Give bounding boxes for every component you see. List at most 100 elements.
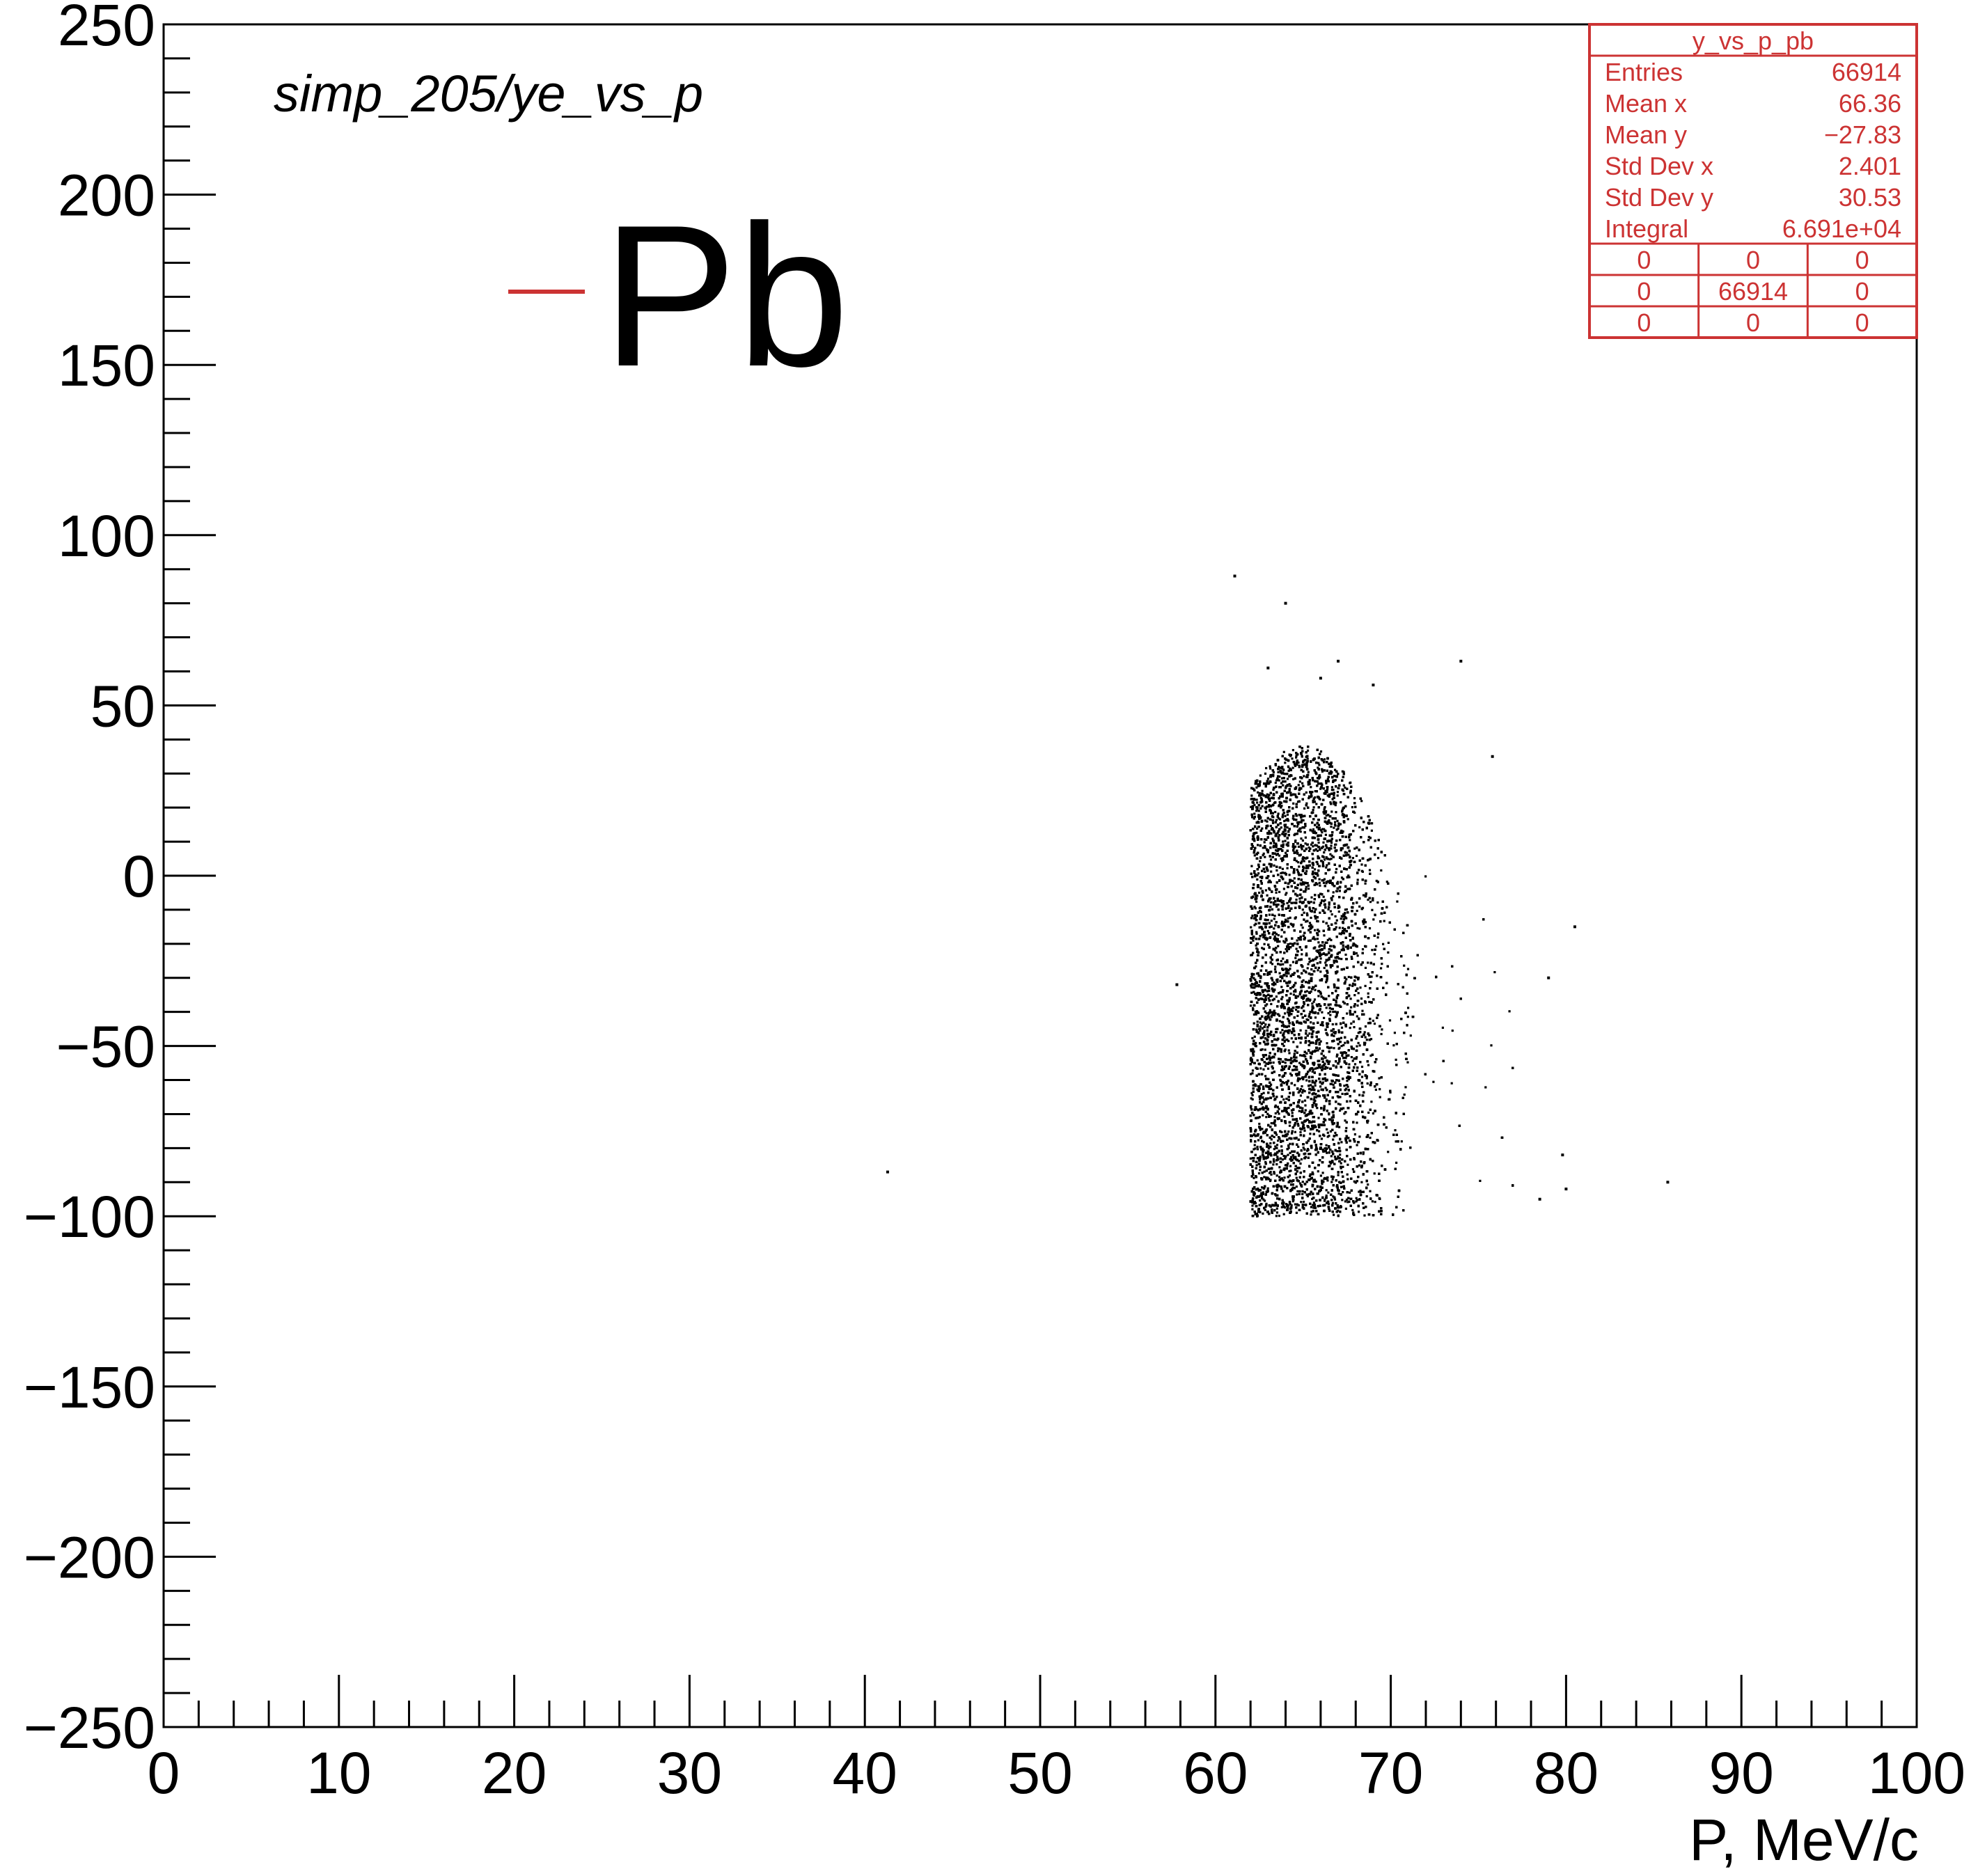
scatter-point bbox=[1298, 897, 1301, 900]
scatter-point bbox=[1367, 995, 1369, 998]
scatter-point bbox=[1330, 842, 1333, 844]
scatter-point bbox=[1337, 1029, 1340, 1032]
scatter-point bbox=[1264, 1199, 1266, 1202]
scatter-point bbox=[1356, 1121, 1358, 1124]
scatter-point bbox=[1280, 860, 1284, 862]
scatter-point bbox=[1250, 984, 1253, 987]
scatter-point bbox=[1278, 766, 1281, 769]
scatter-point bbox=[1284, 1206, 1287, 1209]
scatter-point bbox=[1344, 945, 1347, 948]
scatter-point bbox=[1282, 940, 1285, 943]
scatter-point bbox=[1259, 1067, 1262, 1070]
scatter-point bbox=[1267, 1036, 1270, 1039]
scatter-point bbox=[1334, 821, 1337, 823]
scatter-point bbox=[1364, 1036, 1367, 1039]
scatter-point bbox=[1299, 1162, 1302, 1165]
scatter-point bbox=[1281, 995, 1284, 998]
scatter-point bbox=[1335, 1000, 1337, 1002]
scatter-point bbox=[1294, 812, 1297, 816]
scatter-point bbox=[1356, 1056, 1358, 1059]
scatter-point bbox=[1301, 1091, 1304, 1094]
scatter-point bbox=[1324, 961, 1327, 964]
scatter-point bbox=[1294, 840, 1297, 843]
x-tick-label: 40 bbox=[832, 1740, 897, 1806]
scatter-point bbox=[1365, 1039, 1368, 1041]
scatter-point bbox=[1353, 811, 1356, 814]
scatter-point bbox=[1358, 927, 1361, 930]
scatter-point bbox=[1340, 1141, 1343, 1144]
scatter-point bbox=[1263, 943, 1266, 945]
scatter-point bbox=[1308, 782, 1311, 785]
y-tick-label: 250 bbox=[58, 0, 155, 58]
scatter-point bbox=[1294, 1121, 1296, 1124]
scatter-point bbox=[1350, 955, 1353, 959]
scatter-point bbox=[1356, 878, 1359, 881]
scatter-point bbox=[1322, 845, 1325, 848]
scatter-point bbox=[1285, 893, 1287, 896]
scatter-point bbox=[1333, 1213, 1335, 1216]
scatter-point bbox=[1344, 1200, 1346, 1203]
scatter-point bbox=[1304, 1104, 1307, 1107]
scatter-point bbox=[1314, 1067, 1317, 1070]
scatter-point bbox=[1325, 1189, 1328, 1192]
scatter-point bbox=[1290, 1037, 1293, 1040]
scatter-point bbox=[1493, 971, 1496, 974]
scatter-point bbox=[1266, 1003, 1269, 1006]
scatter-point bbox=[1286, 1011, 1289, 1014]
scatter-point bbox=[1371, 949, 1374, 952]
scatter-point bbox=[1324, 1176, 1326, 1179]
scatter-point bbox=[1255, 931, 1258, 933]
scatter-point bbox=[1329, 1003, 1332, 1006]
scatter-point bbox=[1342, 1165, 1344, 1168]
scatter-point bbox=[1330, 1155, 1333, 1158]
scatter-point bbox=[1303, 1127, 1305, 1130]
scatter-point bbox=[1295, 1008, 1298, 1011]
scatter-point bbox=[1284, 840, 1287, 842]
scatter-point bbox=[1264, 1048, 1266, 1051]
scatter-point bbox=[1274, 810, 1277, 814]
scatter-point bbox=[1273, 1171, 1275, 1174]
scatter-point bbox=[1322, 920, 1325, 923]
scatter-point bbox=[1310, 973, 1312, 976]
scatter-point bbox=[1297, 995, 1300, 998]
scatter-point bbox=[1317, 1063, 1320, 1066]
scatter-point bbox=[1250, 1140, 1253, 1143]
scatter-point bbox=[1271, 933, 1274, 936]
scatter-point bbox=[1342, 1000, 1344, 1003]
scatter-point bbox=[1305, 764, 1308, 766]
scatter-point bbox=[1336, 1124, 1339, 1126]
scatter-point bbox=[1283, 1041, 1286, 1043]
scatter-point bbox=[1265, 1202, 1268, 1205]
scatter-point bbox=[1331, 1201, 1334, 1204]
scatter-point bbox=[1368, 869, 1372, 872]
scatter-point bbox=[1363, 1031, 1366, 1034]
scatter-point bbox=[1311, 1041, 1314, 1044]
scatter-point bbox=[1285, 1083, 1289, 1086]
scatter-point bbox=[1382, 943, 1385, 945]
scatter-point bbox=[1253, 1148, 1255, 1151]
scatter-point bbox=[1360, 1181, 1363, 1183]
scatter-point bbox=[1314, 1011, 1317, 1014]
scatter-point bbox=[1282, 846, 1285, 849]
scatter-point bbox=[1262, 1054, 1264, 1057]
scatter-point bbox=[1301, 815, 1304, 818]
scatter-point bbox=[1277, 904, 1280, 906]
scatter-point bbox=[1254, 978, 1257, 981]
scatter-point bbox=[1275, 1027, 1278, 1031]
scatter-point bbox=[1281, 1158, 1285, 1161]
scatter-point bbox=[1275, 853, 1278, 856]
scatter-point bbox=[1309, 1153, 1312, 1156]
scatter-point bbox=[1301, 839, 1304, 842]
scatter-point bbox=[1308, 1153, 1310, 1156]
scatter-point bbox=[1337, 822, 1340, 825]
scatter-point bbox=[1409, 1034, 1412, 1037]
scatter-point bbox=[1360, 1065, 1364, 1069]
scatter-point bbox=[1355, 952, 1358, 954]
scatter-point bbox=[1312, 806, 1315, 809]
scatter-point bbox=[1261, 789, 1264, 792]
scatter-point bbox=[1356, 1004, 1359, 1007]
scatter-point bbox=[1275, 891, 1278, 894]
scatter-point bbox=[1342, 1107, 1345, 1110]
scatter-point bbox=[1267, 881, 1270, 883]
scatter-point bbox=[1310, 1021, 1312, 1024]
